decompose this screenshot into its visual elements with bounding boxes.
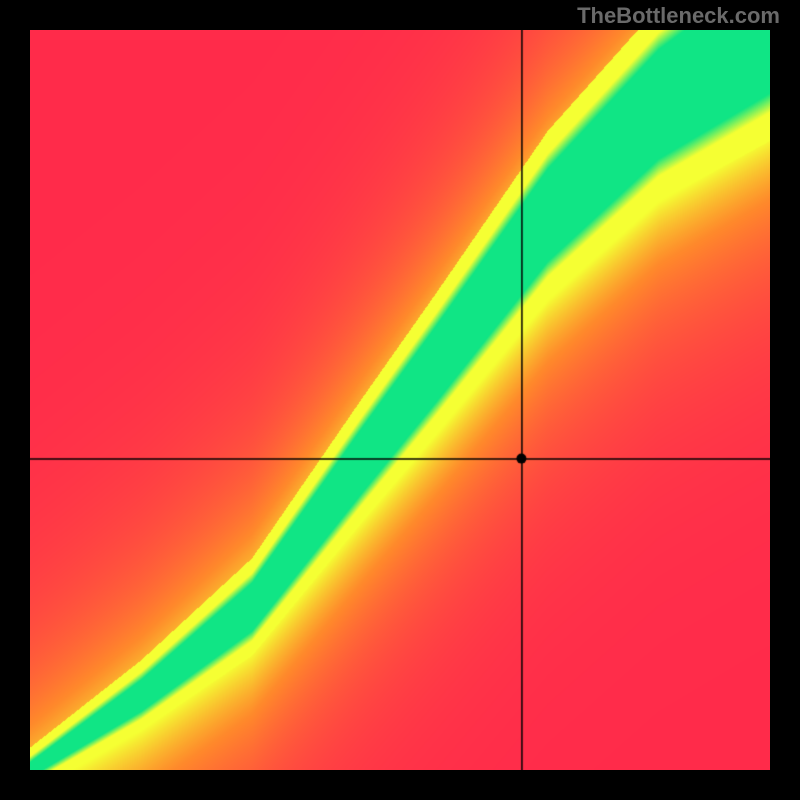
bottleneck-heatmap (30, 30, 770, 770)
chart-frame: TheBottleneck.com (0, 0, 800, 800)
watermark-text: TheBottleneck.com (577, 3, 780, 29)
